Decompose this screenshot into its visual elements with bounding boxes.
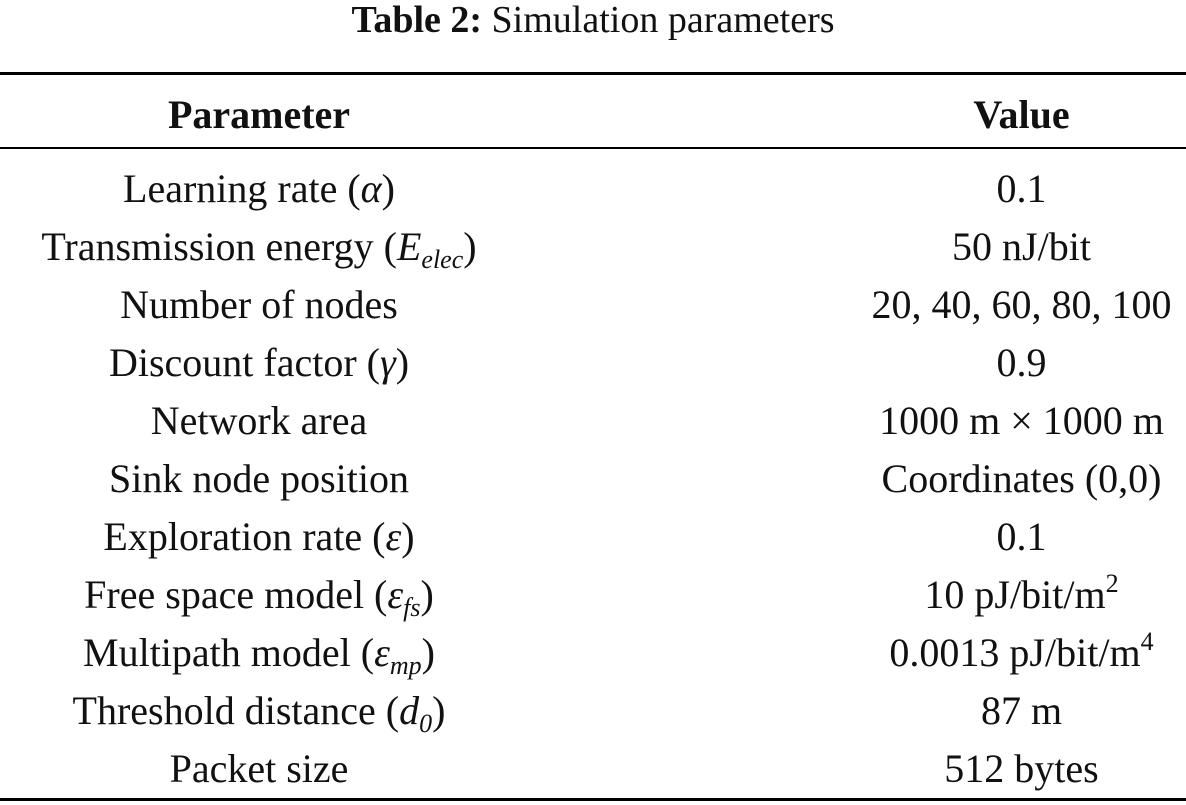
parameter-symbol: E [396, 224, 422, 269]
value-text: 0.0013 pJ/bit/m [889, 630, 1141, 675]
parameter-name: Discount factor ( [108, 340, 380, 385]
table-row: Threshold distance (d0) 87 m [0, 682, 1186, 740]
table-row: Exploration rate (ε) 0.1 [0, 508, 1186, 566]
value-cell: 1000 m × 1000 m [857, 392, 1186, 450]
parameter-name: Packet size [169, 746, 349, 791]
value-cell: 0.0013 pJ/bit/m4 [857, 624, 1186, 682]
bottom-rule [0, 798, 1186, 801]
parameter-name: Number of nodes [120, 282, 398, 327]
value-text: 87 m [980, 688, 1063, 733]
table-row: Transmission energy (Eelec) 50 nJ/bit [0, 218, 1186, 276]
parameter-cell: Learning rate (α) [0, 160, 518, 218]
parameter-cell: Multipath model (εmp) [0, 624, 518, 682]
parameter-cell: Discount factor (γ) [0, 334, 518, 392]
parameter-symbol: ε [374, 630, 390, 675]
value-cell: 0.9 [857, 334, 1186, 392]
value-text: 512 bytes [944, 746, 1099, 791]
parameter-cell: Free space model (εfs) [0, 566, 518, 624]
parameter-close: ) [420, 572, 434, 617]
table-row: Sink node position Coordinates (0,0) [0, 450, 1186, 508]
parameter-name: Threshold distance ( [72, 688, 400, 733]
parameter-symbol: α [360, 166, 382, 211]
caption-label: Table 2: [351, 0, 483, 41]
value-text: 0.1 [996, 166, 1047, 211]
value-cell: 10 pJ/bit/m2 [857, 566, 1186, 624]
parameter-symbol: d [399, 688, 420, 733]
parameter-subscript: elec [421, 245, 464, 274]
header-rule [0, 147, 1186, 149]
table-row: Free space model (εfs) 10 pJ/bit/m2 [0, 566, 1186, 624]
parameter-close: ) [463, 224, 477, 269]
table-caption: Table 2: Simulation parameters [0, 0, 1186, 40]
parameter-cell: Threshold distance (d0) [0, 682, 518, 740]
value-superscript: 4 [1140, 627, 1154, 656]
parameter-cell: Exploration rate (ε) [0, 508, 518, 566]
parameter-name: Multipath model ( [83, 630, 375, 675]
parameter-name: Exploration rate ( [103, 514, 386, 559]
parameter-subscript: mp [389, 651, 422, 680]
table-body: Learning rate (α) 0.1 Transmission energ… [0, 160, 1186, 798]
parameter-cell: Number of nodes [0, 276, 518, 334]
value-cell: 20, 40, 60, 80, 100 [857, 276, 1186, 334]
parameter-name: Learning rate ( [123, 166, 361, 211]
header-parameter: Parameter [167, 92, 351, 137]
parameter-cell: Transmission energy (Eelec) [0, 218, 518, 276]
parameter-name: Sink node position [108, 456, 410, 501]
table-row: Packet size 512 bytes [0, 740, 1186, 798]
parameter-close: ) [432, 688, 446, 733]
value-cell: 512 bytes [857, 740, 1186, 798]
table-header: Parameter Value [0, 90, 1186, 140]
parameter-cell: Packet size [0, 740, 518, 798]
parameter-close: ) [421, 630, 435, 675]
value-text: 50 nJ/bit [952, 224, 1091, 269]
parameter-cell: Network area [0, 392, 518, 450]
parameter-symbol: ε [387, 572, 404, 617]
value-superscript: 2 [1105, 569, 1119, 598]
value-cell: 50 nJ/bit [857, 218, 1186, 276]
parameter-cell: Sink node position [0, 450, 518, 508]
parameter-subscript: fs [403, 593, 421, 622]
value-cell: 0.1 [857, 508, 1186, 566]
table-row: Number of nodes 20, 40, 60, 80, 100 [0, 276, 1186, 334]
parameter-name: Transmission energy ( [41, 224, 397, 269]
parameter-name: Network area [150, 398, 368, 443]
value-text: Coordinates (0,0) [881, 456, 1162, 501]
value-text: 0.1 [996, 514, 1047, 559]
parameter-close: ) [401, 514, 415, 559]
parameter-close: ) [395, 340, 410, 385]
top-rule [0, 72, 1186, 75]
value-text: 1000 m × 1000 m [879, 398, 1164, 443]
value-cell: 87 m [857, 682, 1186, 740]
table-row: Learning rate (α) 0.1 [0, 160, 1186, 218]
header-value: Value [973, 92, 1070, 137]
caption-title: Simulation parameters [491, 0, 835, 41]
parameter-symbol: γ [379, 340, 396, 385]
table-row: Network area 1000 m × 1000 m [0, 392, 1186, 450]
value-cell: 0.1 [857, 160, 1186, 218]
parameter-close: ) [381, 166, 395, 211]
table-row: Discount factor (γ) 0.9 [0, 334, 1186, 392]
value-cell: Coordinates (0,0) [857, 450, 1186, 508]
value-text: 10 pJ/bit/m [924, 572, 1106, 617]
value-text: 0.9 [996, 340, 1047, 385]
parameter-symbol: ε [385, 514, 402, 559]
table-row: Multipath model (εmp) 0.0013 pJ/bit/m4 [0, 624, 1186, 682]
parameter-subscript: 0 [419, 709, 433, 738]
parameter-name: Free space model ( [84, 572, 388, 617]
value-text: 20, 40, 60, 80, 100 [871, 282, 1172, 327]
